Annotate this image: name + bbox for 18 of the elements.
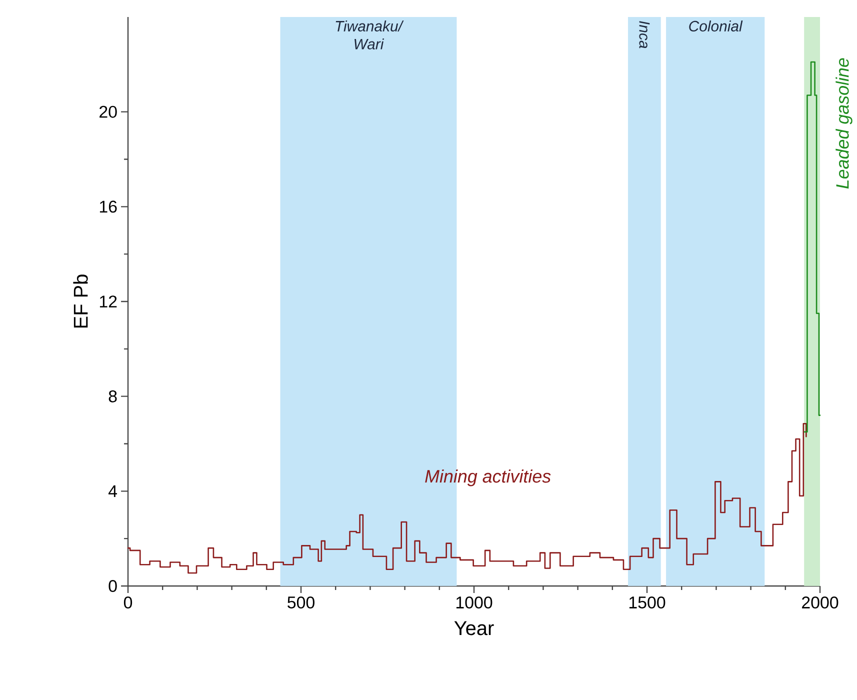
band-label: Inca (639, 21, 650, 48)
x-tick-label: 500 (288, 596, 314, 608)
y-tick-label: 16 (100, 200, 117, 213)
y-axis-title: EF Pb (73, 274, 88, 328)
band-label: Tiwanaku/ Wari (336, 20, 404, 50)
x-tick-label: 1000 (456, 596, 492, 608)
x-tick-label: 2000 (802, 596, 838, 608)
band-label: Colonial (689, 20, 743, 32)
x-axis-title: Year (454, 621, 494, 636)
y-tick-label: 20 (100, 106, 117, 118)
y-tick-label: 4 (108, 485, 118, 497)
x-tick-label: 1500 (629, 596, 666, 608)
text: Mining activities (425, 470, 551, 486)
y-tick-label: 0 (108, 580, 117, 592)
y-tick-label: 8 (108, 390, 117, 402)
y-tick-label: 12 (100, 296, 117, 308)
text: Leaded gasoline (836, 58, 852, 189)
x-tick-label: 0 (124, 596, 132, 608)
